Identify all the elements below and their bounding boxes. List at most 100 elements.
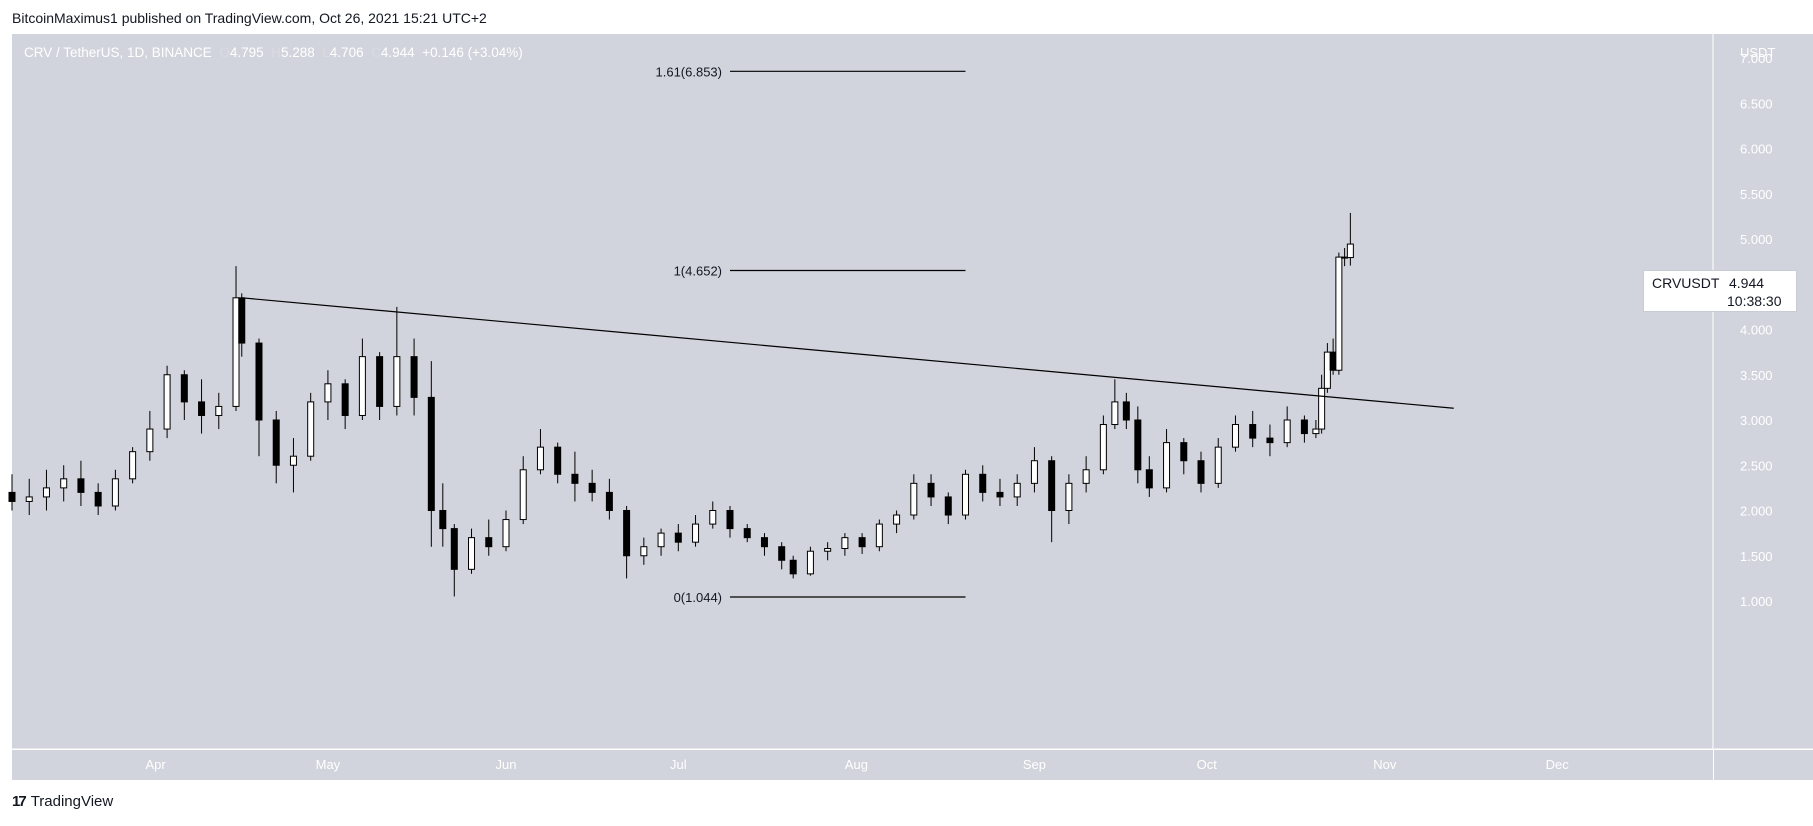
candle-up [1231,424,1239,448]
candle-down [778,546,786,561]
candle-down [255,342,263,421]
candle-up [358,356,366,416]
candle-up [60,478,68,489]
candle-up [1312,428,1320,435]
candle-down [1249,424,1257,439]
candle-down [77,478,85,493]
time-tick-label: Oct [1197,757,1218,772]
price-tick-label: 1.500 [1740,549,1773,564]
candle-down [1048,460,1056,512]
candle-down [1134,419,1142,471]
candle-up [146,428,154,453]
candle-up [657,532,665,548]
price-tick-label: 6.000 [1740,142,1773,157]
candle-down [8,491,16,502]
candle-down [439,510,447,530]
candle-down [1266,437,1274,444]
price-tick-label: 5.000 [1740,232,1773,247]
candle-up [1283,419,1291,444]
candle-up [1214,446,1222,484]
time-tick-label: Aug [845,757,868,772]
candle-up [536,446,544,471]
fibonacci-levels[interactable]: 1.61(6.853) 1(4.652) 0(1.044) [656,64,966,605]
candlestick-series [8,212,1354,597]
ohlc-legend: CRV / TetherUS, 1D, BINANCE O4.795 H5.28… [24,45,523,60]
candle-up [111,478,119,507]
candle-up [1318,387,1326,430]
candle-up [42,487,50,498]
price-tick-label: 1.000 [1740,594,1773,609]
candle-up [875,523,883,548]
candle-up [519,469,527,521]
candle-down [554,446,562,475]
candle-down [760,537,768,548]
candle-up [1163,442,1171,489]
price-tick-label: 5.500 [1740,187,1773,202]
candle-up [1111,401,1119,426]
candle-down [180,374,188,403]
chart-pane[interactable] [12,34,1713,749]
candle-down [427,396,435,511]
open-key: O [219,45,230,60]
candle-down [341,383,349,416]
candle-up [468,537,476,570]
candle-up [393,356,401,407]
time-axis-ticks: Apr May Jun Jul Aug Sep Oct Nov Dec [145,757,1569,772]
time-axis-panel[interactable] [12,750,1713,780]
candle-up [640,546,648,557]
candle-up [1346,243,1354,259]
price-tick-label: 3.000 [1740,413,1773,428]
candle-up [1013,482,1021,498]
footer-brand-text: TradingView [30,793,114,810]
time-tick-label: Nov [1373,757,1397,772]
candle-up [1030,460,1038,484]
published-by-header: BitcoinMaximus1 published on TradingView… [12,10,487,26]
candle-down [571,473,579,484]
candle-down [238,297,246,344]
fib-level-label: 1(4.652) [674,263,722,278]
candle-down [674,532,682,543]
time-tick-label: Jun [496,757,517,772]
candle-down [996,491,1004,498]
low-value: 4.706 [329,45,364,60]
candle-down [1197,460,1205,484]
candle-up [129,451,137,480]
candle-down [1180,442,1188,462]
candle-down [410,356,418,398]
candle-down [1122,401,1130,421]
legend-symbol[interactable]: CRV / TetherUS, 1D, BINANCE [24,45,212,60]
candle-down [858,537,866,548]
candle-down [94,491,102,507]
price-axis-panel[interactable] [1713,34,1813,749]
candle-down [1145,469,1153,489]
candle-down [1329,351,1337,371]
price-tick-label: 2.500 [1740,458,1773,473]
time-tick-label: Jul [670,757,687,772]
candle-up [1082,469,1090,484]
candle-up [962,473,970,516]
candle-down [927,482,935,498]
candle-up [215,405,223,416]
candle-down [1300,419,1308,435]
candle-up [1065,482,1073,512]
close-value: 4.944 [380,45,415,60]
candle-up [502,519,510,548]
fib-level-label: 0(1.044) [674,590,722,605]
candle-down [588,482,596,493]
footer-branding[interactable]: 17 TradingView [12,793,113,810]
candle-up [307,401,315,457]
candle-down [198,401,206,416]
price-tag-symbol: CRVUSDT [1652,275,1720,291]
candle-down [726,510,734,530]
candle-down [376,356,384,407]
price-tag-countdown: 10:38:30 [1727,293,1782,309]
descending-trendline[interactable] [241,297,1454,409]
price-tick-label: 4.000 [1740,323,1773,338]
candle-up [1341,256,1349,259]
time-tick-label: Sep [1023,757,1046,772]
candle-down [789,559,797,575]
candle-up [1099,424,1107,471]
trendline-layer[interactable] [241,297,1454,409]
time-tick-label: May [316,757,341,772]
